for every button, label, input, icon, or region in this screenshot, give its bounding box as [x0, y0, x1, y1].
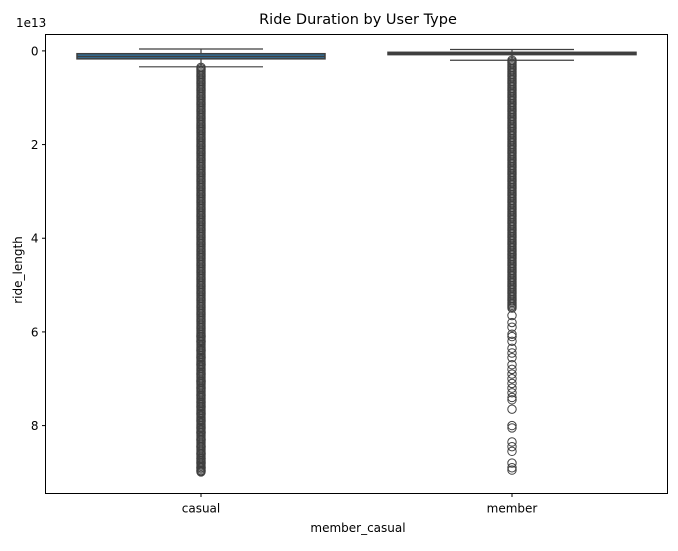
outlier-point	[507, 364, 517, 375]
outlier-point	[507, 388, 517, 398]
outlier-point	[507, 374, 517, 384]
plot-frame	[45, 34, 668, 494]
outlier-point	[507, 352, 517, 363]
y-tick-label: 6	[31, 325, 39, 339]
outlier-point	[507, 369, 517, 379]
outlier-point	[196, 416, 206, 426]
outlier-point	[196, 402, 206, 412]
outlier-point	[507, 343, 517, 354]
axes: 0 2 4 6 8 casual member	[31, 44, 538, 515]
outlier-point	[196, 336, 206, 346]
y-tick-label: 8	[31, 419, 39, 433]
outlier-point	[507, 331, 517, 342]
outlier-point	[507, 458, 517, 468]
outlier-point	[196, 423, 206, 433]
outlier-point	[507, 465, 517, 475]
outlier-point	[507, 348, 517, 358]
outlier-point	[507, 378, 517, 389]
outlier-point	[196, 448, 206, 459]
outlier-point	[507, 336, 517, 346]
outlier-point	[507, 310, 517, 321]
outlier-point	[196, 409, 206, 419]
outlier-point	[196, 345, 206, 356]
outlier-point	[507, 303, 517, 313]
outlier-point	[507, 463, 517, 473]
outlier-point	[196, 376, 206, 386]
outlier-point	[196, 434, 206, 445]
outlier-point	[507, 441, 517, 452]
box-casual	[76, 48, 326, 477]
outlier-point	[196, 453, 206, 464]
outlier-point	[507, 423, 517, 433]
outlier-point	[196, 352, 206, 363]
outlier-point	[507, 317, 517, 328]
outlier-point	[507, 446, 517, 457]
outlier-point	[196, 397, 206, 407]
outlier-point	[196, 463, 206, 473]
outlier-point	[196, 441, 206, 452]
plot-marks	[76, 48, 637, 477]
outlier-point	[507, 395, 517, 405]
x-axis-label: member_casual	[310, 521, 405, 535]
offset-text: 1e13	[16, 16, 46, 30]
outlier-point	[507, 437, 517, 447]
y-tick-label: 2	[31, 138, 39, 152]
outlier-point	[507, 420, 517, 431]
outlier-point	[196, 427, 206, 438]
outlier-point	[196, 331, 206, 342]
y-axis-label: ride_length	[11, 236, 25, 304]
x-tick-label: casual	[182, 502, 221, 516]
x-tick-label: member	[487, 502, 538, 516]
chart-title: Ride Duration by User Type	[259, 12, 457, 28]
outlier-point	[196, 383, 206, 393]
outlier-point	[507, 322, 517, 332]
outlier-point	[507, 360, 517, 370]
outlier-point	[507, 404, 517, 414]
outlier-point	[196, 360, 206, 370]
outlier-point	[507, 392, 517, 403]
outlier-point	[196, 466, 206, 476]
outlier-point	[196, 369, 206, 379]
outlier-point	[196, 390, 206, 400]
y-tick-label: 4	[31, 232, 39, 246]
y-tick-label: 0	[31, 44, 39, 58]
outlier-point	[507, 383, 517, 393]
outlier-point	[507, 329, 517, 339]
box-member	[387, 48, 637, 475]
